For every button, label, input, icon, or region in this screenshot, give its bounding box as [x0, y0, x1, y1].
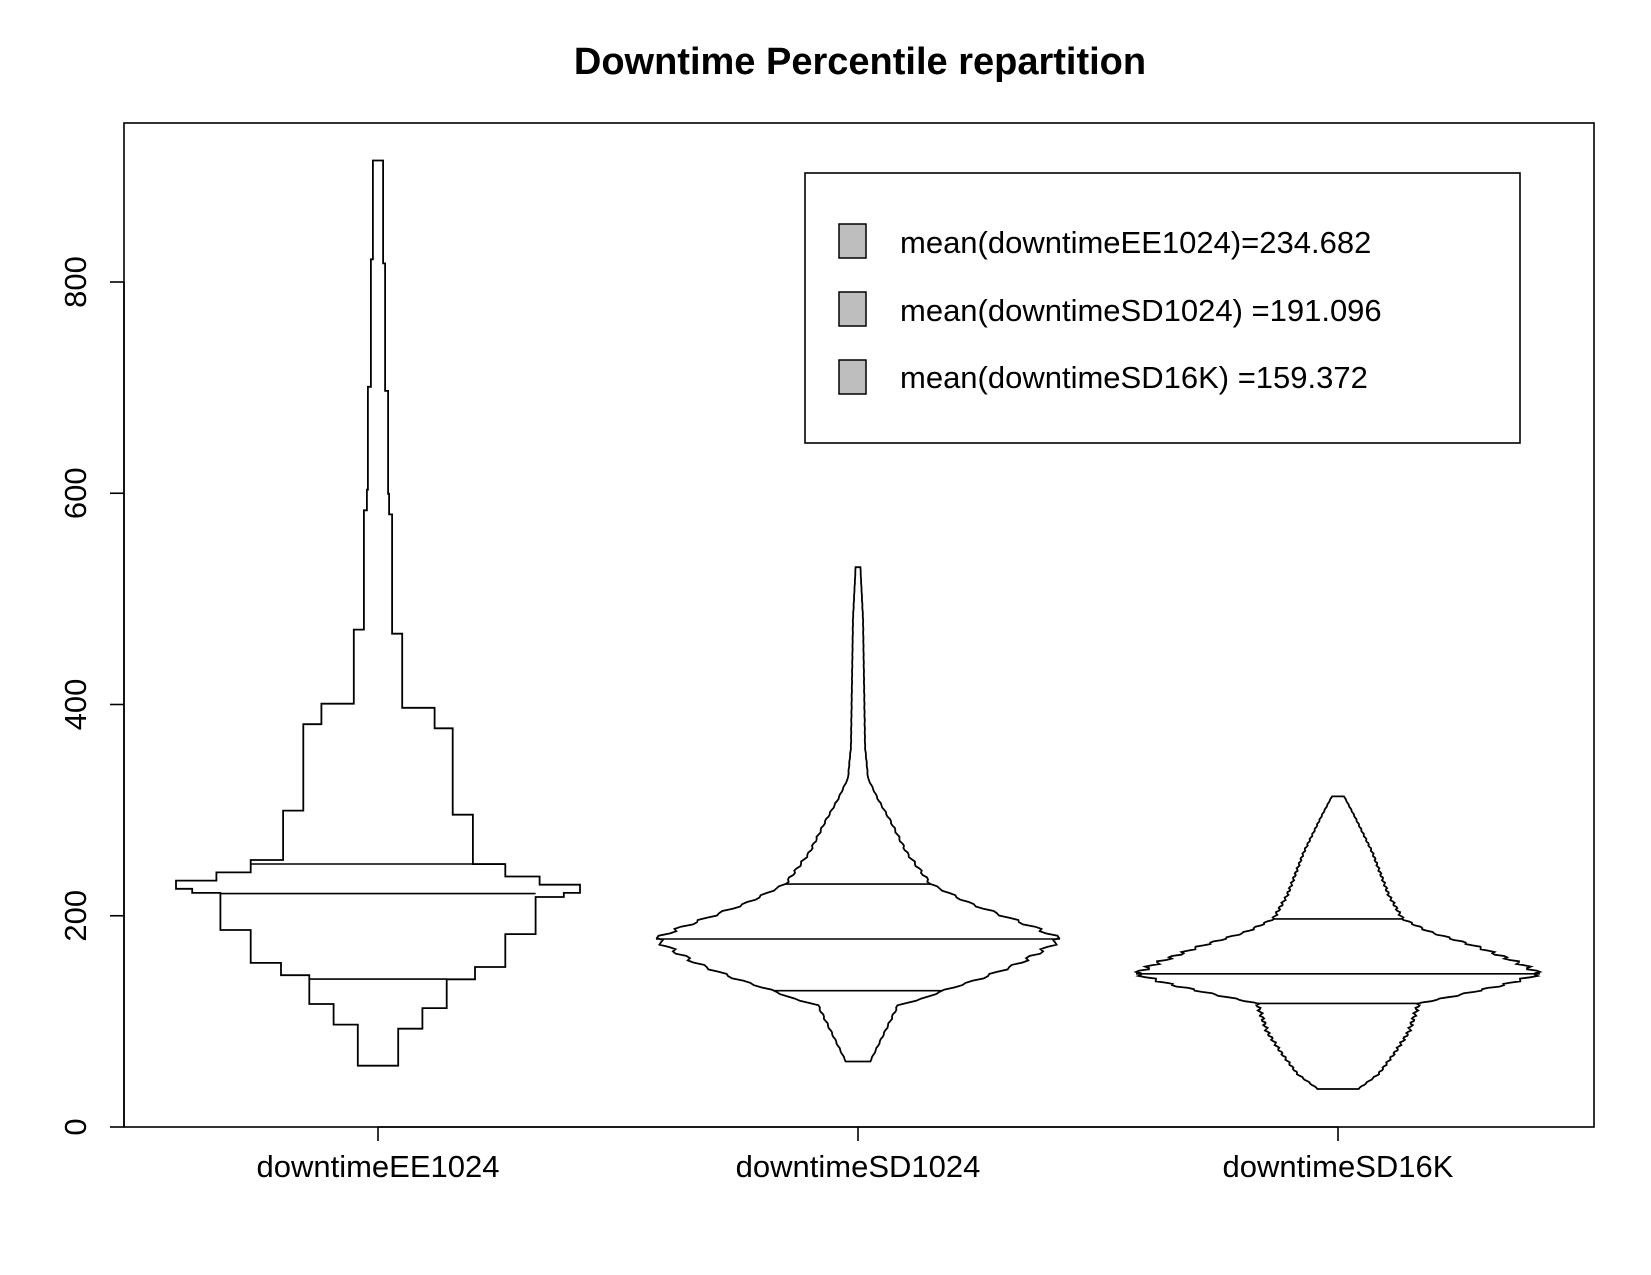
y-tick-label: 200: [58, 890, 93, 942]
legend-box: [804, 172, 1521, 444]
violin-downtimeSD16K: [1133, 795, 1543, 1090]
axes-group: 0 200 400 600 800 downtimeEE1024 downtimeSD102…: [58, 256, 1454, 1184]
legend-swatch-3: [838, 359, 867, 395]
violin-outline: [655, 566, 1061, 1063]
violin-outline: [175, 159, 581, 1067]
y-tick-label: 400: [58, 679, 93, 731]
x-tick-label: downtimeSD16K: [1223, 1149, 1454, 1184]
violins-group: [175, 159, 1543, 1090]
violin-outline: [1133, 795, 1543, 1090]
y-tick-label: 600: [58, 467, 93, 519]
chart-title: Downtime Percentile repartition: [574, 41, 1146, 83]
violin-downtimeSD1024: [655, 566, 1061, 1063]
y-tick-label: 0: [58, 1118, 93, 1135]
violin-downtimeEE1024: [175, 159, 581, 1067]
legend-swatch-2: [838, 291, 867, 327]
legend-swatch-1: [838, 223, 867, 259]
legend-entry-3: mean(downtimeSD16K) =159.372: [900, 360, 1368, 395]
legend: mean(downtimeEE1024)=234.682 mean(downti…: [804, 172, 1521, 444]
x-tick-label: downtimeSD1024: [736, 1149, 981, 1184]
legend-entry-2: mean(downtimeSD1024) =191.096: [900, 293, 1382, 328]
x-tick-label: downtimeEE1024: [257, 1149, 500, 1184]
legend-entry-1: mean(downtimeEE1024)=234.682: [900, 225, 1371, 260]
y-tick-label: 800: [58, 256, 93, 308]
